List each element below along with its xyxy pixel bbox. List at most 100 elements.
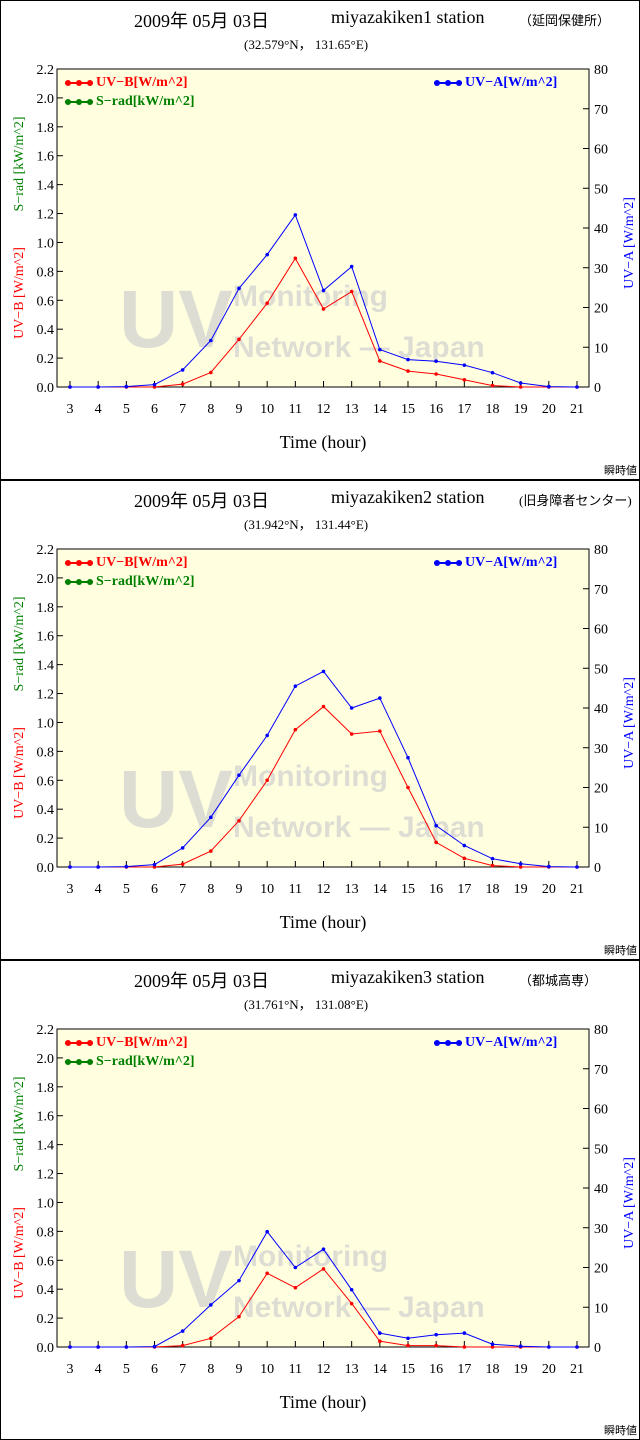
y-right-tick-label: 20 [594, 782, 608, 797]
data-point [152, 862, 157, 867]
data-point [518, 381, 523, 385]
data-point [406, 357, 410, 362]
y-right-tick-label: 80 [594, 1023, 608, 1038]
data-point [321, 1267, 326, 1271]
data-point [434, 840, 438, 845]
legend-item: S−rad[kW/m^2] [65, 94, 195, 110]
data-point [209, 370, 213, 375]
x-tick-label: 14 [373, 402, 387, 417]
y-right-tick-label: 70 [594, 103, 608, 118]
y-right-tick-label: 60 [594, 623, 608, 638]
y-right-tick-label: 80 [594, 543, 608, 558]
y-left-tick-label: 1.8 [37, 121, 55, 136]
y-left-tick-label: 0.6 [37, 294, 55, 309]
data-point [68, 1345, 72, 1349]
x-axis-label: Time (hour) [280, 912, 367, 933]
y-left-tick-label: 0.0 [37, 381, 55, 396]
x-tick-label: 5 [123, 882, 130, 897]
x-tick-label: 15 [401, 1362, 415, 1377]
watermark-monitoring: Monitoring [233, 760, 388, 793]
x-tick-label: 21 [570, 882, 584, 897]
y-left-tick-label: 2.2 [37, 543, 55, 558]
y-left-tick-label: 0.0 [37, 1341, 55, 1356]
data-point [265, 1271, 269, 1276]
legend-label: S−rad[kW/m^2] [96, 574, 195, 589]
chart-panel: UV Monitoring Network — Japan 0.0 0.2 0.4 0.6 0… [0, 0, 640, 480]
x-tick-label: 11 [289, 882, 302, 897]
y-left-tick-label: 2.0 [37, 92, 55, 107]
y-right-tick-label: 70 [594, 1063, 608, 1078]
x-tick-label: 6 [151, 882, 158, 897]
data-point [321, 1247, 326, 1252]
data-point [237, 1278, 241, 1283]
legend-swatch [434, 79, 462, 87]
data-point [490, 856, 495, 861]
y-left-tick-label: 1.6 [37, 1110, 55, 1125]
y-right-tick-label: 70 [594, 583, 608, 598]
data-point [462, 843, 467, 848]
data-point [321, 669, 326, 674]
y-left-tick-label: 2.0 [37, 1052, 55, 1067]
y-right-tick-label: 30 [594, 742, 608, 757]
y-left-tick-label: 0.4 [37, 1283, 55, 1298]
data-point [547, 1345, 551, 1349]
legend-item: UV−A[W/m^2] [434, 75, 557, 91]
data-point [180, 1329, 185, 1333]
data-point [490, 863, 495, 868]
data-point [490, 1345, 495, 1349]
y-left-tick-label: 1.0 [37, 716, 55, 731]
data-point [518, 1344, 523, 1349]
y-left-tick-label: 2.2 [37, 1023, 55, 1038]
data-point [378, 729, 382, 733]
data-point [462, 1345, 467, 1349]
chart-panel: UV Monitoring Network — Japan 0.0 0.2 0.4 0.6 0… [0, 480, 640, 960]
x-tick-label: 21 [570, 1362, 584, 1377]
x-tick-label: 20 [542, 1362, 556, 1377]
data-point [378, 1339, 382, 1344]
data-point [152, 382, 157, 387]
data-point [575, 1345, 579, 1349]
x-tick-label: 5 [123, 1362, 130, 1377]
legend-label: S−rad[kW/m^2] [96, 94, 195, 109]
x-tick-label: 5 [123, 402, 130, 417]
chart-coords: (31.942°N， 131.44°E) [244, 517, 369, 532]
x-tick-label: 13 [345, 402, 359, 417]
y-left-axis-label-uvb: UV−B [W/m^2] [12, 1207, 27, 1299]
x-tick-label: 15 [401, 882, 415, 897]
y-left-tick-label: 1.8 [37, 1081, 55, 1096]
y-left-axis-label-srad: S−rad [kW/m^2] [12, 117, 27, 212]
x-tick-label: 16 [429, 402, 443, 417]
x-tick-label: 4 [95, 1362, 102, 1377]
legend-label: UV−B[W/m^2] [96, 555, 188, 570]
x-tick-label: 17 [457, 1362, 471, 1377]
x-tick-label: 12 [317, 882, 331, 897]
x-tick-label: 13 [345, 1362, 359, 1377]
data-point [265, 301, 269, 305]
y-left-tick-label: 2.0 [37, 572, 55, 587]
data-point [293, 1285, 298, 1290]
legend-label: UV−B[W/m^2] [96, 1035, 188, 1050]
y-left-tick-label: 0.4 [37, 803, 55, 818]
plot-area [57, 1029, 589, 1347]
legend-swatch [65, 578, 93, 586]
data-point [96, 1345, 100, 1349]
x-tick-label: 10 [260, 1362, 274, 1377]
y-left-tick-label: 1.2 [37, 688, 55, 703]
data-point [462, 1331, 467, 1335]
y-right-tick-label: 50 [594, 182, 608, 197]
y-left-tick-label: 1.4 [37, 179, 55, 194]
x-tick-label: 9 [236, 1362, 243, 1377]
data-point [180, 846, 185, 850]
legend-swatch [65, 1039, 93, 1047]
x-tick-label: 21 [570, 402, 584, 417]
legend-swatch [434, 1039, 462, 1047]
data-point [349, 732, 354, 736]
x-tick-label: 18 [486, 1362, 500, 1377]
y-right-tick-label: 40 [594, 702, 608, 717]
watermark-network: Network — Japan [233, 331, 485, 364]
watermark-uv: UV [119, 274, 233, 365]
chart-date: 2009年 05月 03日 [134, 491, 269, 511]
chart-station: miyazakiken2 station [331, 487, 485, 507]
